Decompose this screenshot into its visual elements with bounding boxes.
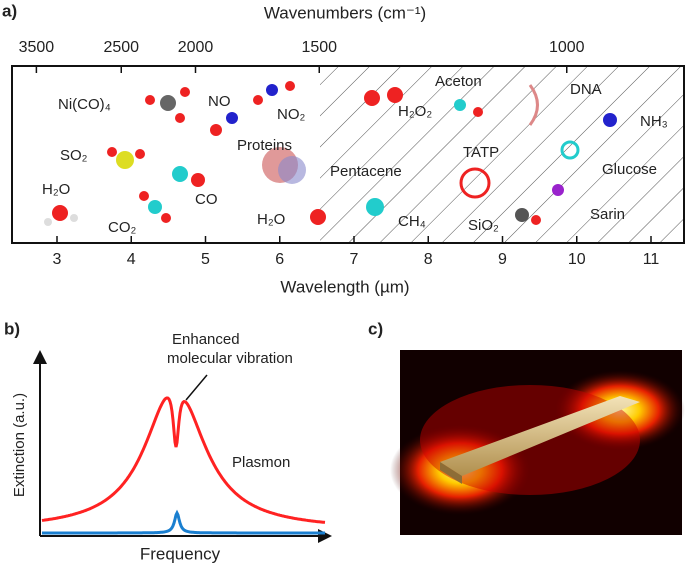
x-tick-label: 3: [53, 251, 62, 268]
annotation-line: [185, 374, 208, 401]
top-tick-label: 1500: [301, 39, 337, 56]
x-tick-label: 4: [127, 251, 136, 268]
top-tick-label: 3500: [19, 39, 55, 56]
bottom-axis-title: Wavelength (µm): [280, 277, 409, 296]
molecule-label: SO₂: [60, 147, 88, 164]
molecule-label: CH₄: [398, 213, 426, 230]
panel-label: b): [4, 319, 20, 338]
plasmon-curve: [41, 396, 326, 524]
y-axis-title: Extinction (a.u.): [11, 393, 28, 497]
molecule-label: NO: [208, 93, 231, 110]
simulation-image: [390, 350, 685, 535]
molecule-label: Aceton: [435, 73, 482, 90]
x-axis-title: Frequency: [140, 544, 221, 563]
panel-label: a): [2, 1, 17, 20]
molecule-label: SiO₂: [468, 217, 499, 234]
vibration-curve: [42, 509, 325, 535]
x-tick-label: 10: [568, 251, 586, 268]
molecule-icons: [44, 81, 617, 226]
molecule-label: Sarin: [590, 206, 625, 223]
molecule-label: NH₃: [640, 113, 668, 130]
arrow: [33, 350, 47, 364]
top-tick-label: 1000: [549, 39, 585, 56]
annotation: molecular vibration: [167, 350, 293, 367]
molecule-label: NO₂: [277, 106, 306, 123]
top-axis-title: Wavenumbers (cm⁻¹): [264, 3, 426, 22]
molecule-label: CO₂: [108, 219, 137, 236]
plot-frame: [11, 65, 685, 244]
molecule-label: H₂O₂: [398, 103, 432, 120]
x-tick-label: 7: [350, 251, 359, 268]
molecule-label: Ni(CO)₄: [58, 96, 111, 113]
molecule-label: Glucose: [602, 161, 657, 178]
x-tick-label: 11: [643, 251, 660, 268]
arrow: [318, 529, 332, 543]
molecule-label: CO: [195, 191, 218, 208]
top-tick-label: 2500: [103, 39, 139, 56]
x-tick-label: 9: [498, 251, 507, 268]
annotation: Enhanced: [172, 331, 240, 348]
molecule-label: Pentacene: [330, 163, 402, 180]
x-tick-label: 6: [275, 251, 284, 268]
curve-label: Plasmon: [232, 454, 290, 471]
x-tick-label: 8: [424, 251, 433, 268]
top-tick-label: 2000: [178, 39, 214, 56]
molecule-label: DNA: [570, 81, 602, 98]
molecule-label: TATP: [463, 144, 499, 161]
molecule-label: H₂O: [42, 181, 70, 198]
molecule-labels: Ni(CO)₄ NO NO₂ SO₂ H₂O CO₂ CO Proteins H…: [42, 73, 668, 236]
molecule-label: Proteins: [237, 137, 292, 154]
x-tick-label: 5: [201, 251, 210, 268]
panel-label: c): [368, 319, 383, 338]
molecule-label: H₂O: [257, 211, 285, 228]
